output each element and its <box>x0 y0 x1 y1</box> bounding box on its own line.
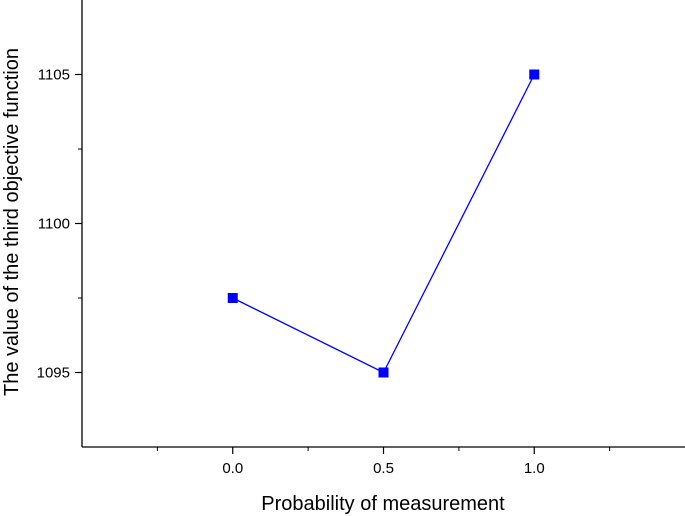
plot-area <box>81 0 685 448</box>
data-series <box>227 69 540 378</box>
x-tick-label: 0.0 <box>222 460 243 477</box>
axis-tick-labels: 0.0 0.5 1.0 1095 1100 1105 <box>37 67 545 478</box>
axis-ticks <box>75 73 611 454</box>
y-tick-label: 1105 <box>38 67 70 84</box>
data-point-marker <box>378 367 389 378</box>
data-point-marker <box>227 293 238 303</box>
y-axis-title: The value of the third objective functio… <box>1 48 23 396</box>
series-line <box>232 74 535 374</box>
x-tick-label: 0.5 <box>373 460 394 477</box>
y-tick-label: 1095 <box>37 365 70 382</box>
x-tick-label: 1.0 <box>524 460 545 477</box>
y-tick-label: 1100 <box>38 216 70 233</box>
data-point-marker <box>529 69 540 80</box>
x-axis-title: Probability of measurement <box>261 493 505 515</box>
